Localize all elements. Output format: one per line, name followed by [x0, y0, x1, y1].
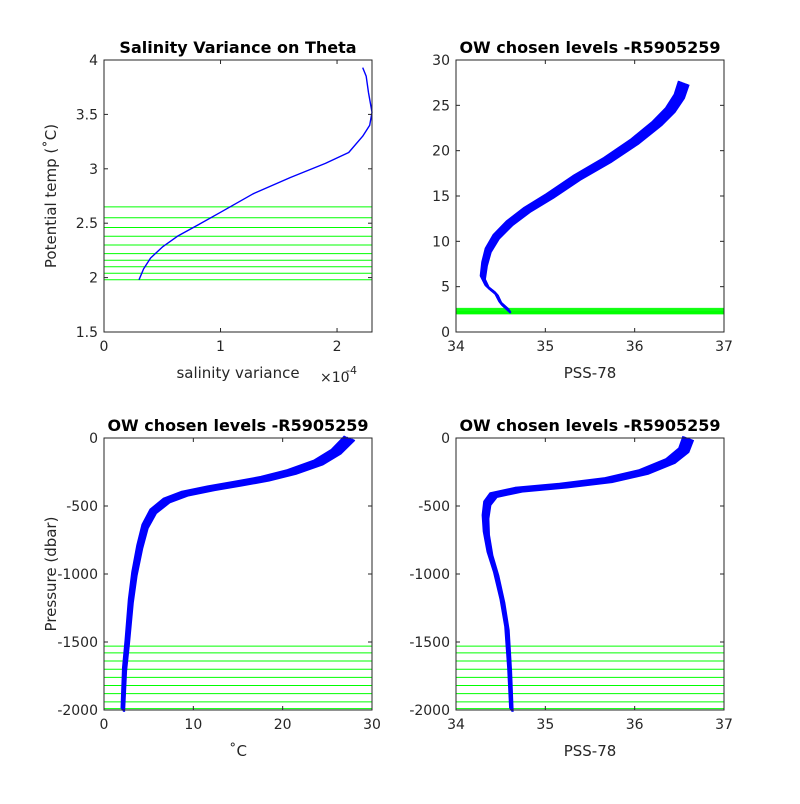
axes-frame	[103, 59, 373, 333]
y-axis-label: Pressure (dbar)	[42, 517, 60, 632]
chart-title: OW chosen levels -R5905259	[107, 416, 368, 435]
series-line	[138, 67, 373, 281]
chart-title: OW chosen levels -R5905259	[459, 38, 720, 57]
series-line	[483, 84, 690, 314]
x-tick-label: 35	[536, 717, 554, 733]
x-tick-label: 2	[333, 339, 342, 355]
y-tick-label: 4	[89, 53, 98, 69]
y-tick-label: -1000	[409, 567, 450, 583]
y-tick-label: -500	[418, 499, 450, 515]
x-tick-label: 34	[447, 717, 465, 733]
x-tick-label: 20	[274, 717, 292, 733]
y-tick-label: 0	[89, 431, 98, 447]
chart-title: Salinity Variance on Theta	[119, 38, 356, 57]
y-tick-label: -1500	[57, 635, 98, 651]
y-tick-label: 5	[441, 280, 450, 296]
y-tick-label: 10	[432, 234, 450, 250]
x-tick-label: 10	[184, 717, 202, 733]
y-tick-label: 3	[89, 162, 98, 178]
x-axis-exponent: ×10	[320, 370, 350, 386]
x-tick-label: 30	[363, 717, 381, 733]
plot-area	[104, 60, 372, 332]
y-axis-label: Potential temp (˚C)	[42, 124, 60, 268]
y-tick-label: -1000	[57, 567, 98, 583]
chart-panel-2: 34 35 36 37 0 5 10 15 20 25 30 OW chosen levels -R5…	[432, 38, 733, 382]
chart-panel-1: 0 1 2 1.5 2 2.5 3 3.5 4 Salinity Variance on Thet…	[42, 38, 373, 386]
x-tick-label: 36	[626, 339, 644, 355]
y-tick-label: 30	[432, 53, 450, 69]
y-tick-label: 15	[432, 189, 450, 205]
chart-panel-3: 0 10 20 30 -2000 -1500 -1000 -500 0 OW chosen lev…	[42, 416, 381, 760]
x-tick-label: 0	[100, 717, 109, 733]
y-tick-label: 25	[432, 98, 450, 114]
chart-title: OW chosen levels -R5905259	[459, 416, 720, 435]
series-line	[487, 439, 695, 712]
y-tick-label: 2.5	[76, 216, 98, 232]
y-tick-label: 0	[441, 431, 450, 447]
y-tick-label: -1500	[409, 635, 450, 651]
x-axis-label: PSS-78	[564, 364, 617, 382]
y-tick-label: -2000	[57, 703, 98, 719]
x-tick-label: 36	[626, 717, 644, 733]
y-tick-label: -2000	[409, 703, 450, 719]
y-tick-label: -500	[66, 499, 98, 515]
y-tick-label: 20	[432, 144, 450, 160]
x-axis-label: salinity variance	[176, 364, 299, 382]
plot-area	[456, 60, 724, 332]
x-tick-label: 1	[216, 339, 225, 355]
y-tick-label: 1.5	[76, 325, 98, 341]
x-tick-label: 37	[715, 717, 733, 733]
y-tick-label: 2	[89, 271, 98, 287]
x-axis-exponent-power: -4	[346, 364, 357, 377]
series-line	[122, 439, 356, 712]
x-tick-label: 0	[100, 339, 109, 355]
chart-panel-4: 34 35 36 37 -2000 -1500 -1000 -500 0 OW chosen le…	[409, 416, 733, 760]
x-axis-label: PSS-78	[564, 742, 617, 760]
x-tick-label: 35	[536, 339, 554, 355]
x-tick-label: 37	[715, 339, 733, 355]
y-tick-label: 3.5	[76, 107, 98, 123]
x-tick-label: 34	[447, 339, 465, 355]
y-tick-label: 0	[441, 325, 450, 341]
x-axis-label: ˚C	[229, 742, 247, 760]
